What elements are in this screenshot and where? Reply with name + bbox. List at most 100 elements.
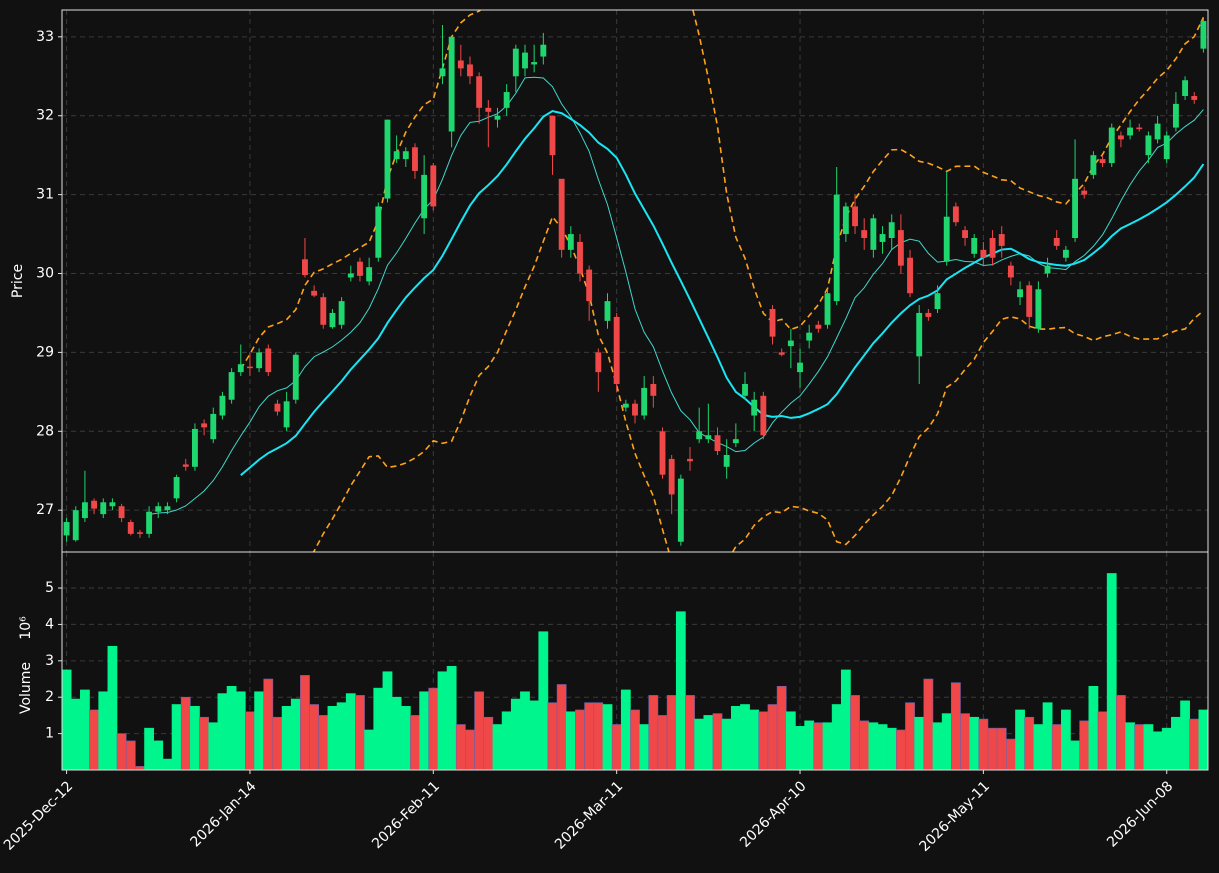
volume-bar <box>740 704 750 771</box>
volume-bar <box>1006 738 1016 771</box>
volume-bar <box>859 720 870 771</box>
candle-body <box>375 206 382 258</box>
volume-bar <box>831 704 842 771</box>
volume-bar <box>1171 716 1181 771</box>
volume-bar <box>703 715 714 771</box>
candle-body <box>1200 21 1207 49</box>
volume-bar <box>639 724 650 771</box>
y-tick-label: 3 <box>45 653 54 669</box>
candle-body <box>476 76 483 108</box>
volume-bar <box>171 704 182 771</box>
candle-body <box>632 403 638 416</box>
volume-bar <box>300 675 310 771</box>
volume-bar <box>1152 731 1163 771</box>
candle-body <box>311 290 318 296</box>
volume-bar <box>336 702 347 771</box>
candle-body <box>1017 289 1023 298</box>
volume-bar <box>116 733 127 771</box>
volume-bar <box>630 709 640 771</box>
volume-bar <box>730 706 741 771</box>
volume-bar <box>923 678 934 771</box>
candle-body <box>494 115 501 120</box>
candle-body <box>503 92 510 108</box>
volume-bar <box>602 704 613 771</box>
candle-body <box>751 399 758 416</box>
volume-bar <box>1097 711 1108 771</box>
volume-axis-label: Volume <box>18 662 34 714</box>
y-tick-label: 5 <box>45 580 54 596</box>
candle-body <box>1117 135 1124 140</box>
volume-bar <box>547 702 558 771</box>
volume-bar <box>822 722 833 771</box>
volume-bar <box>840 669 851 771</box>
candle-body <box>1163 135 1170 160</box>
volume-bar <box>1189 718 1200 771</box>
candle-body <box>1044 265 1051 274</box>
volume-bar <box>565 711 576 771</box>
candle-body <box>677 478 684 542</box>
volume-bar <box>1061 709 1071 771</box>
candle-body <box>210 413 217 440</box>
candle-body <box>916 312 923 357</box>
candle-body <box>393 151 400 160</box>
candle-body <box>760 395 767 436</box>
candle-body <box>641 387 648 416</box>
volume-bar <box>941 713 952 771</box>
volume-bar <box>593 702 604 771</box>
volume-bar <box>180 696 191 771</box>
candle-body <box>769 309 776 337</box>
candle-body <box>219 395 226 416</box>
volume-bar <box>529 700 540 771</box>
candle-body <box>127 522 134 534</box>
candle-body <box>1053 238 1060 246</box>
volume-bar <box>1143 724 1154 771</box>
volume-bar <box>1079 720 1090 771</box>
candle-body <box>164 506 171 511</box>
volume-bar <box>345 693 356 771</box>
volume-bar <box>208 722 219 771</box>
candle-body <box>613 316 620 384</box>
volume-bar <box>290 698 301 771</box>
volume-bar <box>556 684 567 771</box>
volume-bar <box>309 704 320 771</box>
candle-body <box>136 532 143 534</box>
volume-bar <box>721 718 732 771</box>
y-tick-label: 32 <box>36 108 54 124</box>
volume-bar <box>474 691 485 771</box>
candle-body <box>357 261 363 276</box>
candle-body <box>897 230 904 266</box>
volume-bar <box>1070 740 1080 771</box>
candle-body <box>989 238 996 258</box>
candle-body <box>714 435 721 452</box>
volume-bar <box>776 685 787 771</box>
volume-bar <box>483 716 494 771</box>
volume-bar <box>465 729 475 771</box>
volume-bar <box>1033 724 1044 771</box>
volume-bar <box>804 720 815 771</box>
candle-body <box>888 222 895 239</box>
volume-bar <box>996 727 1007 771</box>
volume-bar <box>254 691 264 771</box>
volume-bar <box>410 715 420 771</box>
candle-body <box>109 502 116 507</box>
volume-bar <box>327 706 338 771</box>
candle-body <box>604 301 611 321</box>
candle-body <box>485 107 492 112</box>
volume-bar <box>318 715 329 771</box>
candle-body <box>384 119 391 199</box>
volume-bar <box>153 740 164 771</box>
volume-bar <box>199 716 209 771</box>
candle-body <box>934 293 941 310</box>
candle-body <box>705 435 712 440</box>
volume-bar <box>162 758 173 771</box>
candle-body <box>439 68 446 77</box>
candle-body <box>448 36 455 132</box>
volume-bar <box>785 711 796 771</box>
candle-body <box>842 206 849 235</box>
volume-bar <box>419 691 430 771</box>
candle-body <box>824 293 831 325</box>
candle-body <box>283 401 290 428</box>
candle-body <box>1182 80 1189 96</box>
y-tick-label: 2 <box>45 689 54 705</box>
